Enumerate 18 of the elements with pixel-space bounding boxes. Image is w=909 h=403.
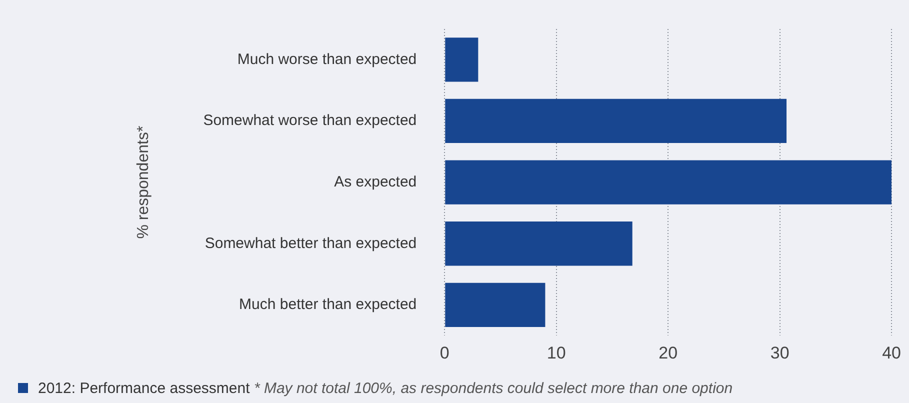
x-tick-label: 0: [440, 343, 450, 362]
y-tick-label: Much better than expected: [239, 296, 417, 314]
x-tick-label: 30: [770, 343, 790, 362]
y-axis-title: % respondents*: [135, 126, 152, 239]
bar: [445, 38, 478, 82]
bar: [445, 160, 892, 204]
y-tick-label: Somewhat better than expected: [204, 234, 417, 252]
x-tick-label: 20: [658, 343, 678, 362]
bar: [445, 282, 546, 328]
y-tick-label: Much worse than expected: [237, 50, 417, 68]
legend-label: 2012: Performance assessment: [38, 380, 251, 397]
bar: [445, 222, 632, 266]
y-tick-label: As expected: [334, 173, 417, 190]
bar: [445, 98, 787, 144]
y-tick-label: Somewhat worse than expected: [203, 112, 417, 130]
x-tick-label: 40: [882, 343, 902, 362]
text: * May not total 100%, as respondents could select more than one option: [254, 380, 733, 397]
x-tick-label: 10: [546, 343, 566, 362]
